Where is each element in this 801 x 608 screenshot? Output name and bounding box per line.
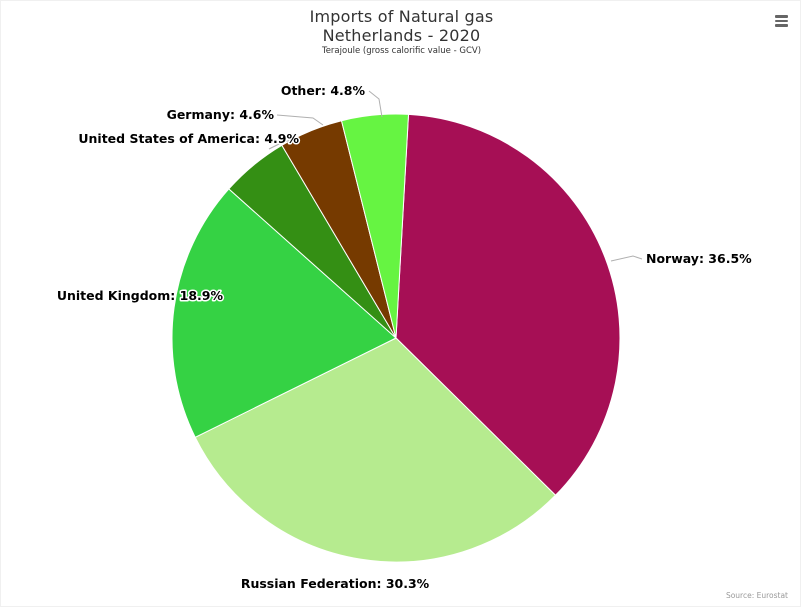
connector-other (368, 90, 383, 118)
chart-title-block: Imports of Natural gas Netherlands - 202… (1, 7, 801, 57)
chart-subtitle: Terajoule (gross calorific value - GCV) (321, 46, 482, 56)
pie-slice-united-kingdom[interactable] (171, 188, 397, 438)
connector-united-states-of-america (268, 138, 298, 150)
data-label-united-states-of-america: United States of America: 4.9% (78, 131, 299, 146)
chart-title-line-2: Netherlands - 2020 (322, 26, 481, 45)
hamburger-menu-icon[interactable] (769, 9, 793, 31)
connector-germany (276, 114, 324, 126)
data-label-germany: Germany: 4.6% (167, 107, 275, 122)
data-label-other: Other: 4.8% (281, 83, 366, 98)
data-label-norway: Norway: 36.5% (646, 251, 752, 266)
pie-slice-other[interactable] (341, 113, 409, 339)
data-label-russian-federation: Russian Federation: 30.3% (241, 576, 430, 591)
connector-norway (610, 255, 643, 262)
pie-slice-russian-federation[interactable] (194, 337, 556, 563)
pie-slice-norway[interactable] (395, 113, 621, 496)
data-label-united-kingdom: United Kingdom: 18.9% (57, 288, 224, 303)
credits-text[interactable]: Source: Eurostat (725, 591, 788, 600)
label-connectors (268, 90, 643, 262)
pie-slices (171, 113, 621, 563)
data-labels: Norway: 36.5% Russian Federation: 30.3% Un… (55, 82, 753, 593)
chart-title-line-1: Imports of Natural gas (309, 7, 494, 26)
